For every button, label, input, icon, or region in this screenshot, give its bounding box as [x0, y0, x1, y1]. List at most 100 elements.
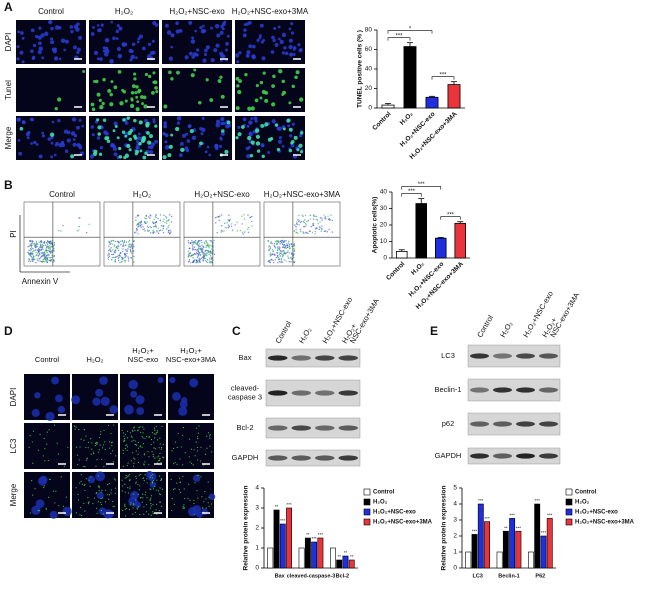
- stain: [46, 443, 48, 445]
- nucleus: [272, 38, 276, 43]
- event: [241, 215, 243, 217]
- stain: [142, 95, 147, 100]
- nucleus: [213, 48, 218, 53]
- stain: [152, 511, 154, 513]
- stain: [271, 102, 276, 107]
- event: [187, 256, 189, 258]
- flow-plot: [183, 201, 261, 267]
- event: [219, 215, 221, 217]
- event: [51, 250, 53, 252]
- event: [164, 221, 166, 224]
- nucleus: [178, 406, 188, 416]
- event: [122, 250, 124, 253]
- nucleus: [33, 140, 37, 145]
- stain: [282, 127, 286, 131]
- event: [111, 243, 114, 245]
- stain: [150, 438, 153, 441]
- nucleus: [16, 45, 20, 49]
- stain: [149, 499, 151, 502]
- stain: [100, 501, 102, 504]
- stain: [126, 464, 128, 467]
- stain: [188, 438, 191, 440]
- stain: [158, 455, 160, 457]
- nucleus: [70, 30, 74, 34]
- stain: [146, 131, 150, 135]
- event: [202, 247, 204, 249]
- event: [309, 230, 311, 233]
- stain: [159, 457, 161, 460]
- stain: [155, 425, 158, 427]
- nucleus: [163, 121, 168, 125]
- column-header: H₂O₂: [115, 7, 133, 16]
- event: [247, 226, 250, 229]
- bar: [304, 537, 311, 569]
- nucleus: [219, 51, 224, 56]
- event: [127, 260, 130, 262]
- event: [293, 230, 296, 232]
- nucleus: [51, 376, 60, 385]
- stain: [189, 499, 191, 501]
- stain: [142, 426, 144, 428]
- nucleus: [38, 46, 43, 51]
- stain: [235, 136, 239, 140]
- stain: [76, 454, 79, 456]
- stain: [83, 439, 85, 441]
- y-tick-label: 2: [255, 525, 259, 532]
- event: [45, 246, 48, 249]
- event: [210, 248, 213, 250]
- stain: [112, 461, 115, 463]
- event: [269, 247, 272, 250]
- stain: [156, 430, 159, 432]
- stain: [170, 133, 174, 137]
- event: [187, 240, 189, 242]
- event: [147, 216, 150, 218]
- event: [268, 246, 270, 248]
- stain: [198, 474, 200, 477]
- event: [196, 253, 198, 255]
- stain: [159, 437, 161, 439]
- stain: [104, 448, 106, 451]
- event: [154, 216, 157, 218]
- stain: [98, 152, 103, 157]
- stain: [178, 489, 180, 491]
- event: [286, 244, 289, 246]
- stain: [155, 90, 159, 94]
- stain: [163, 104, 168, 109]
- nucleus: [189, 378, 199, 388]
- stain: [95, 465, 97, 467]
- event: [275, 241, 277, 243]
- event: [274, 247, 276, 249]
- column-header: H₂O₂+NSC-exo+3MA: [232, 7, 309, 16]
- stain: [156, 489, 158, 491]
- event: [273, 245, 275, 247]
- legend-label: H₂O₂: [575, 500, 590, 506]
- event: [293, 248, 296, 250]
- nucleus: [237, 125, 241, 129]
- legend-label: Control: [575, 490, 597, 496]
- stain: [156, 439, 159, 441]
- stain: [122, 509, 124, 512]
- event: [165, 215, 167, 218]
- event: [126, 252, 128, 255]
- nucleus: [38, 41, 42, 46]
- stain: [104, 501, 107, 503]
- event: [267, 240, 269, 242]
- nucleus: [179, 142, 184, 146]
- event: [50, 256, 53, 259]
- stain: [190, 73, 195, 78]
- stain: [200, 476, 202, 478]
- column-header: NSC-exo+3MA: [166, 355, 216, 364]
- stain: [179, 491, 182, 493]
- stain: [193, 502, 195, 505]
- significance-label: **: [350, 554, 354, 559]
- event: [121, 256, 123, 258]
- event: [124, 261, 126, 263]
- stain: [86, 457, 88, 459]
- event: [298, 220, 300, 222]
- nucleus: [267, 151, 271, 155]
- event: [109, 248, 111, 251]
- stain: [135, 482, 137, 484]
- event: [207, 261, 209, 264]
- event: [295, 221, 298, 223]
- x-tick-label: Control: [385, 261, 406, 282]
